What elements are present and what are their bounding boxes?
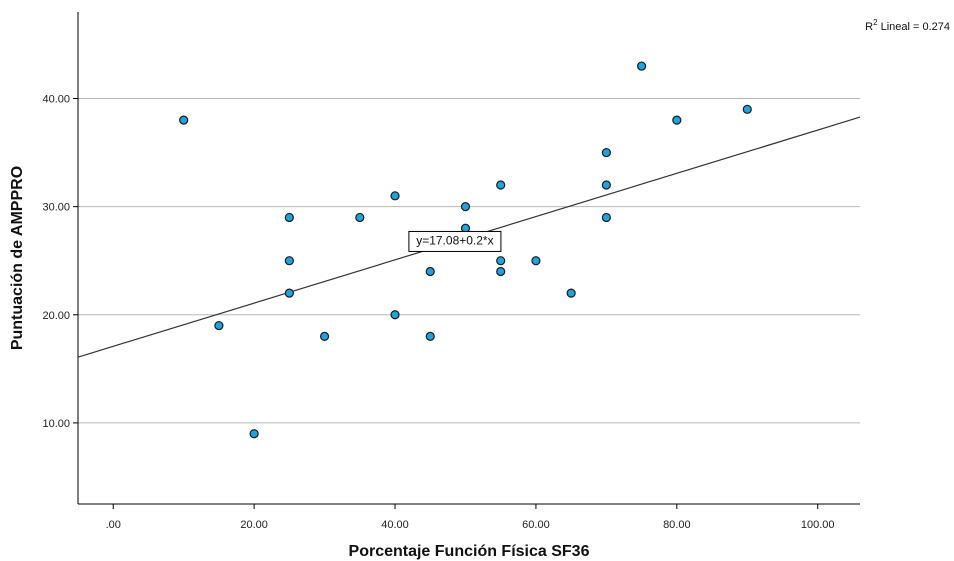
y-tick-label: 30.00 <box>42 202 70 214</box>
equation-box <box>408 230 502 252</box>
data-point <box>672 115 682 125</box>
data-point <box>284 212 294 223</box>
x-tick-labels: .00 20.00 40.00 60.00 80.00 100.00 <box>106 504 835 531</box>
r2-superscript: 2 <box>873 18 878 27</box>
data-point <box>249 429 259 439</box>
data-point <box>179 115 189 125</box>
r2-label: R2 Lineal = 0.274 <box>865 18 950 33</box>
x-tick-label: 60.00 <box>522 519 550 531</box>
data-point <box>496 180 506 190</box>
data-point <box>284 256 294 266</box>
x-axis-title: Porcentaje Función Física SF36 <box>349 543 590 560</box>
x-tick-label: .00 <box>106 519 121 531</box>
data-points <box>179 61 752 439</box>
data-point <box>566 288 576 298</box>
y-tick-labels: 10.00 20.00 30.00 40.00 <box>42 94 78 430</box>
x-tick-label: 20.00 <box>240 519 268 531</box>
y-axis-title: Puntuación de AMPPRO <box>9 166 26 350</box>
data-point <box>601 147 611 158</box>
equation-label: y=17.08+0.2*x <box>408 230 502 252</box>
y-tick-label: 20.00 <box>42 310 70 322</box>
r2-prefix: R <box>865 21 873 33</box>
data-point <box>425 331 435 341</box>
x-tick-label: 100.00 <box>801 519 835 531</box>
data-point <box>214 320 224 331</box>
data-point <box>390 310 400 320</box>
y-tick-label: 40.00 <box>42 94 70 106</box>
data-point <box>319 331 330 341</box>
x-tick-label: 80.00 <box>663 519 691 531</box>
data-point <box>284 288 294 298</box>
data-point <box>460 202 471 212</box>
data-point <box>496 256 506 266</box>
data-point <box>531 256 541 266</box>
data-point <box>496 266 506 277</box>
x-tick-label: 40.00 <box>381 519 409 531</box>
r2-suffix: Lineal = 0.274 <box>878 21 950 33</box>
data-point <box>601 212 611 223</box>
data-point <box>390 191 400 201</box>
data-point <box>637 61 647 71</box>
data-point <box>742 104 752 114</box>
y-tick-label: 10.00 <box>42 418 70 430</box>
data-point <box>601 180 611 190</box>
equation-text: y=17.08+0.2*x <box>416 234 493 248</box>
gridlines <box>78 98 860 424</box>
data-point <box>355 212 365 223</box>
data-point <box>425 266 435 277</box>
